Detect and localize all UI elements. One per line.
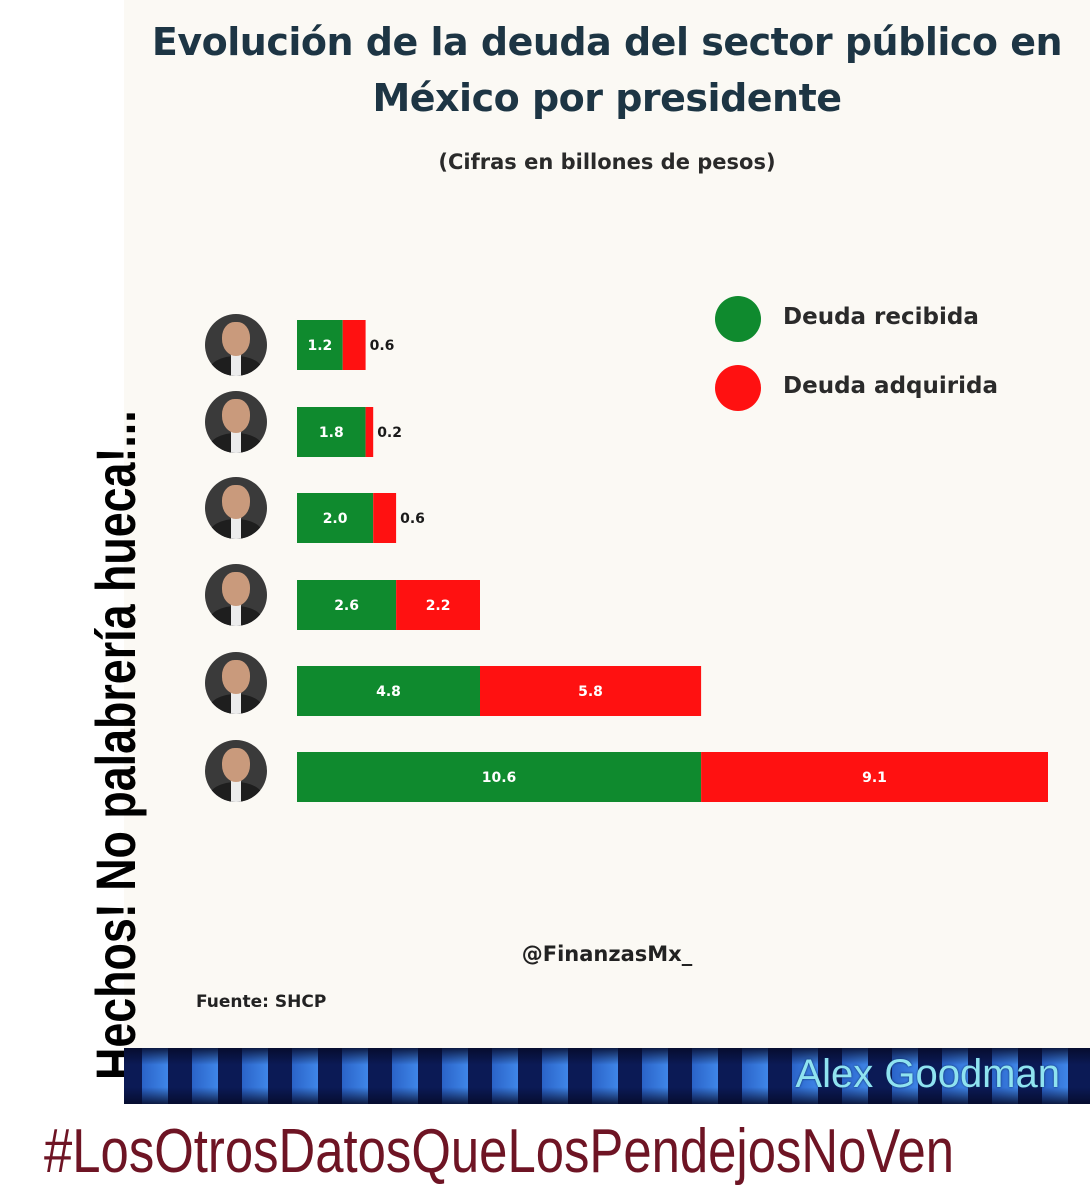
- bar-adquirida: [480, 666, 702, 716]
- data-label: 0.6: [400, 511, 425, 527]
- data-label: 0.6: [370, 338, 395, 354]
- bar-adquirida: [373, 493, 397, 543]
- legend-swatch-red: [715, 365, 761, 411]
- data-label: 1.8: [319, 425, 344, 441]
- bar-recibida: [297, 666, 480, 716]
- data-label: 10.6: [482, 770, 517, 786]
- president-photo-icon: [205, 391, 267, 453]
- bar-recibida: [297, 493, 374, 543]
- president-photo-icon: [205, 477, 267, 539]
- data-label: 2.0: [323, 511, 348, 527]
- data-label: 4.8: [376, 684, 401, 700]
- banner-shading: [124, 1048, 1090, 1104]
- legend-label: Deuda adquirida: [783, 373, 998, 399]
- president-photo-icon: [205, 740, 267, 802]
- bar-recibida: [297, 320, 343, 370]
- bar-adquirida: [342, 320, 366, 370]
- chart-title: Evolución de la deuda del sector público…: [151, 20, 1063, 120]
- president-photo-icon: [205, 564, 267, 626]
- data-label: 2.2: [426, 598, 451, 614]
- president-photo-icon: [205, 314, 267, 376]
- chart-subtitle: (Cifras en billones de pesos): [438, 150, 776, 174]
- bar-recibida: [297, 580, 397, 630]
- bar-recibida: [297, 752, 702, 802]
- data-label: 5.8: [578, 684, 603, 700]
- legend-swatch-green: [715, 296, 761, 342]
- bar-adquirida: [396, 580, 480, 630]
- bar-adquirida: [365, 407, 374, 457]
- banner-name: Alex Goodman: [795, 1052, 1060, 1096]
- legend-label: Deuda recibida: [783, 304, 979, 330]
- author-banner: Alex Goodman: [124, 1048, 1090, 1104]
- infographic-background: [124, 0, 1090, 1048]
- hashtag: #LosOtrosDatosQueLosPendejosNoVen: [44, 1117, 955, 1186]
- president-photo-icon: [205, 652, 267, 714]
- data-label: 0.2: [377, 425, 402, 441]
- bar-recibida: [297, 407, 366, 457]
- data-label: 9.1: [862, 770, 887, 786]
- data-label: 1.2: [307, 338, 332, 354]
- data-label: 2.6: [334, 598, 359, 614]
- source-note: Fuente: SHCP: [196, 992, 327, 1012]
- author-handle: @FinanzasMx_: [521, 942, 693, 966]
- bar-adquirida: [701, 752, 1048, 802]
